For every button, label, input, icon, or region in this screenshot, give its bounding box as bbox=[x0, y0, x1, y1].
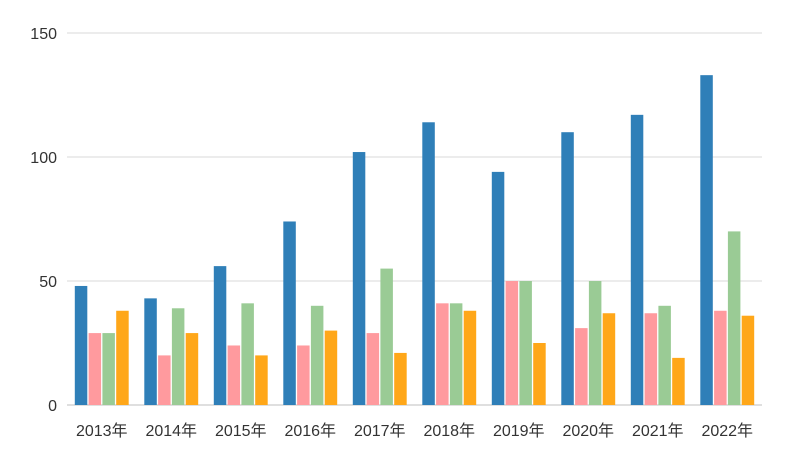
bar-1 bbox=[213, 266, 227, 405]
bar-3 bbox=[171, 308, 185, 405]
x-tick-label: 2021年 bbox=[632, 422, 684, 440]
bar-4 bbox=[185, 333, 199, 405]
bar-4 bbox=[741, 315, 755, 405]
bar-2 bbox=[436, 303, 449, 405]
y-axis-ticks: 0 50 100 150 bbox=[30, 26, 57, 415]
bar-4 bbox=[672, 357, 685, 405]
x-tick-label: 2017年 bbox=[354, 422, 406, 440]
bar-2 bbox=[227, 345, 241, 405]
x-tick-label: 2020年 bbox=[562, 422, 614, 440]
y-tick-label: 150 bbox=[30, 26, 57, 43]
bar-3 bbox=[519, 281, 532, 405]
bar-3 bbox=[310, 305, 324, 405]
bar-4 bbox=[602, 313, 616, 405]
bar-4 bbox=[394, 352, 407, 405]
bar-3 bbox=[727, 231, 741, 405]
y-tick-label: 50 bbox=[39, 274, 57, 291]
bar-2 bbox=[505, 281, 519, 405]
bar-3 bbox=[380, 268, 393, 405]
bar-4 bbox=[116, 310, 129, 405]
bar-1 bbox=[422, 122, 435, 405]
bar-1 bbox=[352, 152, 366, 405]
bar-4 bbox=[463, 310, 477, 405]
x-tick-label: 2018年 bbox=[423, 422, 475, 440]
bar-2 bbox=[644, 313, 658, 405]
bar-3 bbox=[588, 281, 602, 405]
bars bbox=[74, 75, 755, 405]
bar-4 bbox=[533, 343, 546, 405]
y-tick-label: 0 bbox=[48, 398, 57, 415]
bar-1 bbox=[74, 285, 88, 405]
bar-3 bbox=[658, 305, 671, 405]
bar-1 bbox=[630, 114, 644, 405]
x-tick-label: 2016年 bbox=[284, 422, 336, 440]
bar-2 bbox=[158, 355, 171, 405]
bar-2 bbox=[297, 345, 310, 405]
bar-2 bbox=[366, 333, 380, 405]
x-axis-ticks: 2013年 2014年 2015年 2016年 2017年 2018年 2019年 2020年… bbox=[76, 422, 753, 440]
bar-1 bbox=[144, 298, 157, 405]
bar-1 bbox=[561, 132, 574, 405]
bar-4 bbox=[255, 355, 268, 405]
x-tick-label: 2019年 bbox=[493, 422, 545, 440]
bar-2 bbox=[88, 333, 102, 405]
bar-1 bbox=[491, 171, 505, 405]
x-tick-label: 2015年 bbox=[215, 422, 267, 440]
bar-4 bbox=[324, 330, 338, 405]
bar-3 bbox=[241, 303, 254, 405]
bar-3 bbox=[102, 333, 115, 405]
x-tick-label: 2022年 bbox=[701, 422, 753, 440]
x-tick-label: 2013年 bbox=[76, 422, 128, 440]
bar-2 bbox=[714, 310, 727, 405]
gridlines bbox=[67, 32, 762, 406]
bar-1 bbox=[283, 221, 296, 405]
bar-2 bbox=[575, 328, 588, 405]
bar-1 bbox=[700, 75, 713, 405]
bar-3 bbox=[449, 303, 463, 405]
y-tick-label: 100 bbox=[30, 150, 57, 167]
x-tick-label: 2014年 bbox=[145, 422, 197, 440]
